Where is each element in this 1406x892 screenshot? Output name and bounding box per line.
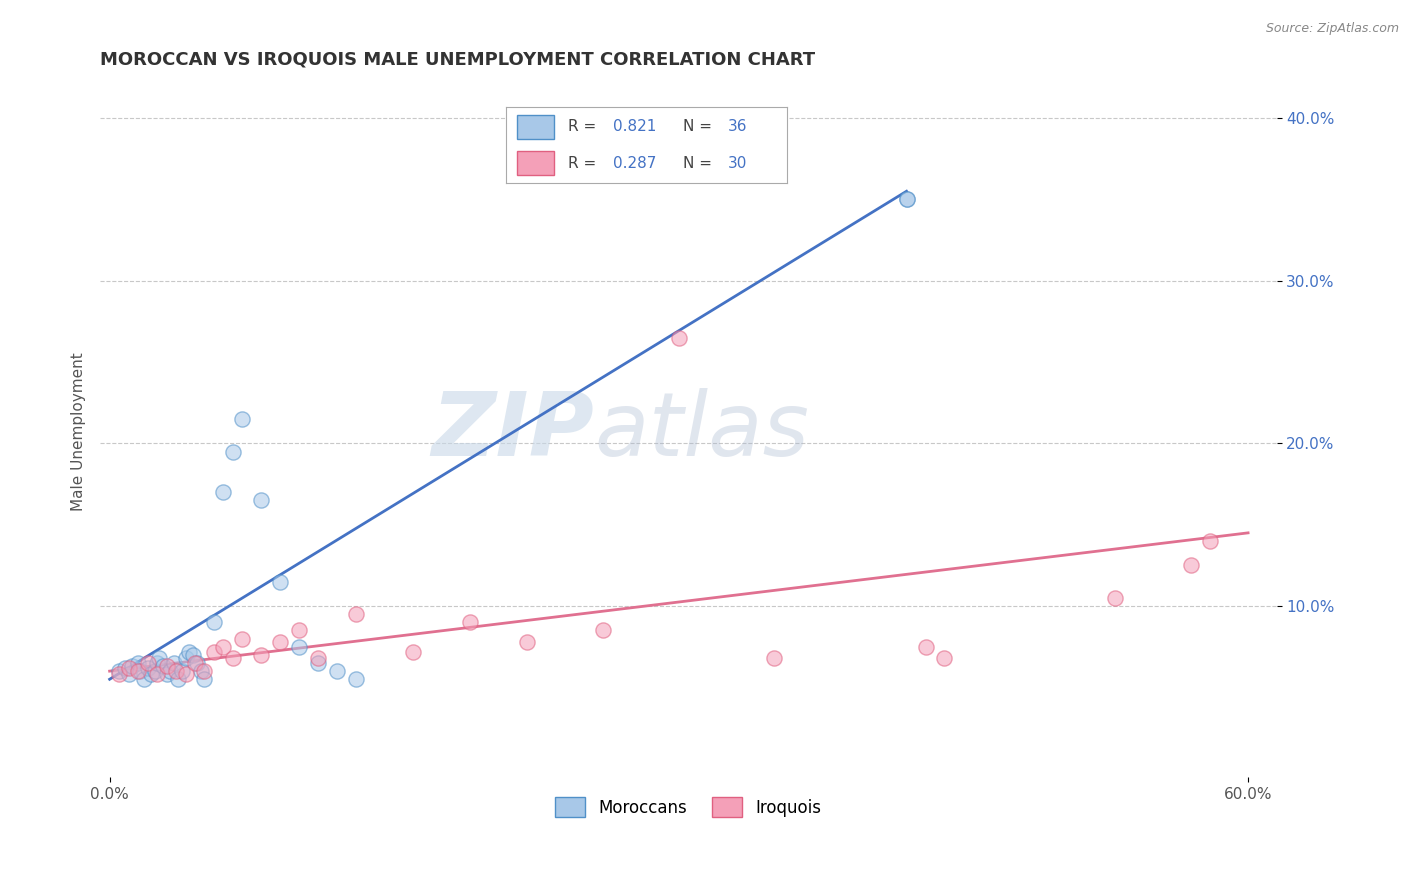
Point	[402, 645, 425, 659]
Point	[344, 607, 367, 622]
Point	[288, 624, 311, 638]
Point	[212, 640, 235, 654]
Point	[326, 664, 349, 678]
Point	[146, 656, 169, 670]
Point	[174, 651, 197, 665]
Point	[896, 193, 918, 207]
Point	[186, 656, 208, 670]
Point	[458, 615, 481, 630]
Text: Source: ZipAtlas.com: Source: ZipAtlas.com	[1265, 22, 1399, 36]
Point	[202, 645, 225, 659]
Point	[159, 664, 181, 678]
Point	[212, 485, 235, 500]
Point	[193, 673, 215, 687]
Point	[934, 651, 956, 665]
Text: R =: R =	[568, 155, 602, 170]
Point	[1180, 558, 1202, 573]
Point	[155, 659, 177, 673]
Point	[516, 635, 538, 649]
FancyBboxPatch shape	[517, 114, 554, 139]
Point	[1199, 533, 1222, 548]
Point	[896, 193, 918, 207]
Point	[148, 651, 170, 665]
Text: 36: 36	[728, 120, 748, 135]
Point	[193, 664, 215, 678]
Point	[344, 673, 367, 687]
Text: 0.821: 0.821	[613, 120, 657, 135]
Point	[170, 664, 193, 678]
Text: 30: 30	[728, 155, 748, 170]
Y-axis label: Male Unemployment: Male Unemployment	[72, 351, 86, 510]
Point	[1104, 591, 1126, 605]
Point	[132, 673, 155, 687]
Point	[117, 667, 139, 681]
Point	[108, 667, 131, 681]
Point	[114, 661, 136, 675]
Point	[141, 667, 163, 681]
Point	[146, 667, 169, 681]
Text: N =: N =	[683, 120, 717, 135]
Point	[117, 661, 139, 675]
Point	[202, 615, 225, 630]
Point	[231, 412, 253, 426]
Legend: Moroccans, Iroquois: Moroccans, Iroquois	[548, 790, 828, 824]
Text: MOROCCAN VS IROQUOIS MALE UNEMPLOYMENT CORRELATION CHART: MOROCCAN VS IROQUOIS MALE UNEMPLOYMENT C…	[100, 51, 815, 69]
Point	[307, 656, 329, 670]
Point	[127, 664, 149, 678]
Point	[152, 659, 174, 673]
Point	[231, 632, 253, 646]
Point	[179, 645, 201, 659]
Point	[762, 651, 785, 665]
Point	[222, 651, 245, 665]
Point	[269, 574, 291, 589]
Text: N =: N =	[683, 155, 717, 170]
Point	[155, 667, 177, 681]
Point	[174, 667, 197, 681]
Point	[163, 656, 186, 670]
Text: ZIP: ZIP	[432, 388, 595, 475]
Point	[165, 664, 187, 678]
Point	[914, 640, 936, 654]
Point	[121, 659, 143, 673]
Point	[167, 673, 190, 687]
Point	[127, 656, 149, 670]
Point	[184, 656, 207, 670]
Point	[129, 664, 152, 678]
Text: atlas: atlas	[595, 388, 808, 475]
Point	[190, 664, 212, 678]
Point	[668, 331, 690, 345]
Text: R =: R =	[568, 120, 602, 135]
Point	[136, 656, 159, 670]
Point	[136, 661, 159, 675]
Point	[250, 648, 273, 662]
Point	[108, 664, 131, 678]
Point	[288, 640, 311, 654]
Point	[181, 648, 204, 662]
Point	[269, 635, 291, 649]
Point	[592, 624, 614, 638]
FancyBboxPatch shape	[517, 151, 554, 175]
Point	[250, 493, 273, 508]
Point	[222, 444, 245, 458]
Text: 0.287: 0.287	[613, 155, 657, 170]
Point	[143, 664, 166, 678]
Point	[307, 651, 329, 665]
